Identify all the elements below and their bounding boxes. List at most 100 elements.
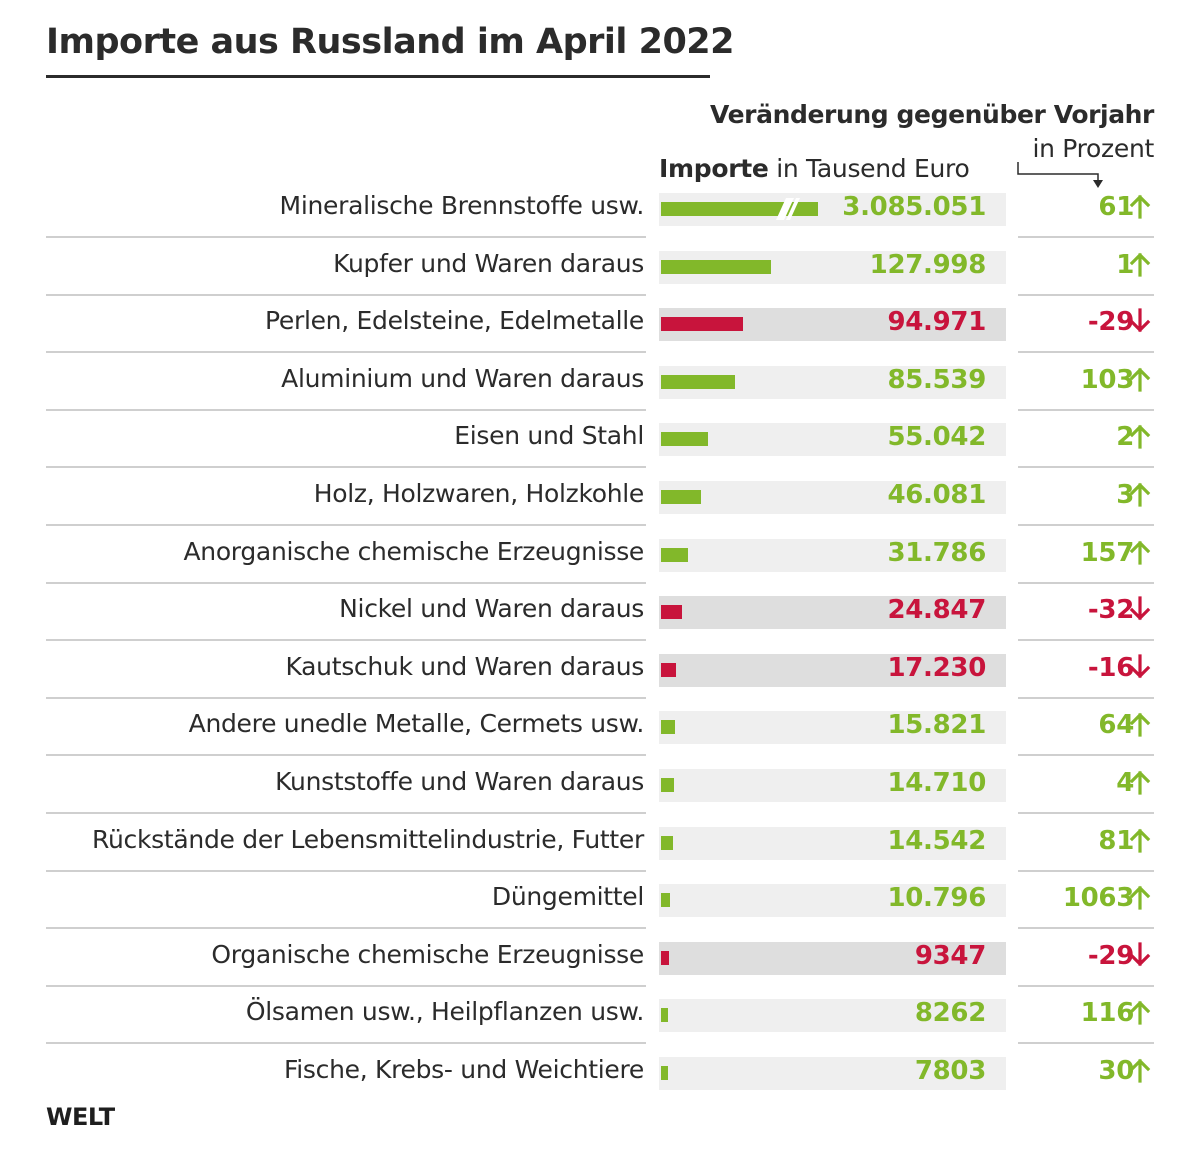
row-divider [46,927,646,930]
bar [661,778,674,792]
row-divider [1018,351,1154,354]
imports-column-header: Importe in Tausend Euro [659,154,970,183]
chart-title: Importe aus Russland im April 2022 [46,22,735,62]
bar [661,432,709,447]
bar-background [659,711,1006,745]
chart-row: Mineralische Brennstoffe usw. 3.085.051 61 [0,180,1200,238]
arrow-down-icon [1129,596,1151,621]
source-logo: WELT [46,1103,115,1131]
category-label: Kupfer und Waren daraus [333,248,644,278]
row-divider [46,984,646,987]
chart-row: Kautschuk und Waren daraus 17.230 -16 [0,641,1200,699]
chart-row: Ölsamen usw., Heilpflanzen usw. 8262 116 [0,986,1200,1045]
bar [661,317,743,332]
imports-header-bold: Importe [659,154,769,183]
row-divider [46,466,646,469]
arrow-up-icon [1129,1001,1151,1025]
row-divider [1018,984,1154,987]
change-label: 30 [1098,1056,1134,1086]
change-label: 4 [1116,768,1134,798]
arrow-up-icon [1129,194,1151,219]
value-label: 3.085.051 [842,192,986,222]
chart-row: Andere unedle Metalle, Cermets usw. 15.82… [0,698,1200,757]
category-label: Nickel und Waren daraus [339,594,644,624]
value-label: 10.796 [887,883,986,914]
chart-row: Kupfer und Waren daraus 127.998 1 [0,238,1200,296]
category-label: Aluminium und Waren daraus [281,363,644,393]
row-divider [1018,466,1154,469]
category-label: Rückstände der Lebensmittelindustrie, Fu… [92,824,644,854]
row-divider [1018,1042,1154,1045]
category-label: Organische chemische Erzeugnisse [211,939,644,969]
row-divider [46,293,646,296]
bar [661,605,683,620]
bar [661,374,735,389]
arrow-up-icon [1129,482,1151,507]
bar [661,259,771,274]
arrow-up-icon [1129,828,1151,853]
change-label: 61 [1098,192,1134,222]
bar-background [659,653,1006,687]
row-divider [46,236,646,238]
row-divider [46,1042,646,1045]
bar-background [659,596,1006,630]
bar [661,1008,669,1023]
bar [661,202,818,216]
bar-background [659,423,1006,457]
row-divider [1018,869,1154,872]
value-label: 17.230 [887,652,986,683]
row-divider [46,639,646,642]
row-divider [1018,236,1154,238]
category-label: Anorganische chemische Erzeugnisse [183,536,644,566]
chart-row: Anorganische chemische Erzeugnisse 31.786… [0,526,1200,584]
row-divider [1018,639,1154,642]
row-divider [1018,293,1154,296]
change-label: 1063 [1062,883,1134,914]
row-divider [1018,696,1154,699]
change-label: 2 [1116,422,1134,453]
category-label: Kautschuk und Waren daraus [285,651,644,681]
bar [661,720,675,735]
chart-row: Rückstände der Lebensmittelindustrie, Fu… [0,814,1200,872]
bar-background [659,1057,1006,1090]
change-label: 64 [1098,710,1134,741]
chart-row: Kunststoffe und Waren daraus 14.710 4 [0,756,1200,814]
row-divider [46,696,646,699]
category-label: Mineralische Brennstoffe usw. [279,191,645,220]
value-label: 31.786 [887,537,986,568]
category-label: Holz, Holzwaren, Holzkohle [313,479,645,508]
row-divider [46,408,646,411]
arrow-down-icon [1129,654,1151,679]
arrow-down-icon [1129,942,1151,967]
value-label: 127.998 [869,249,987,280]
down-pointer-icon [1017,162,1103,188]
arrow-up-icon [1129,885,1151,910]
value-label: 9347 [914,940,986,971]
category-label: Ölsamen usw., Heilpflanzen usw. [245,997,644,1027]
chart-row: Düngemittel 10.796 1063 [0,871,1200,930]
row-divider [46,351,646,354]
chart-row: Holz, Holzwaren, Holzkohle 46.081 3 [0,468,1200,526]
arrow-up-icon [1129,367,1151,392]
bar-background [659,884,1006,918]
bar-background [659,538,1006,572]
value-label: 15.821 [887,710,986,741]
bar-background [659,826,1006,860]
bar-background [659,481,1006,514]
bar [661,547,689,562]
chart-row: Aluminium und Waren daraus 85.539 103 [0,353,1200,411]
row-divider [46,754,646,757]
row-divider [1018,581,1154,584]
bar-background [659,769,1006,802]
value-label: 55.042 [887,422,986,453]
arrow-up-icon [1129,713,1151,737]
value-label: 7803 [914,1056,986,1086]
change-label: 1 [1116,249,1134,280]
arrow-up-icon [1129,1058,1151,1083]
row-divider [1018,754,1154,757]
change-label: -29 [1087,307,1134,338]
row-divider [46,812,646,814]
value-label: 14.542 [887,825,986,856]
row-divider [46,869,646,872]
row-divider [1018,524,1154,526]
